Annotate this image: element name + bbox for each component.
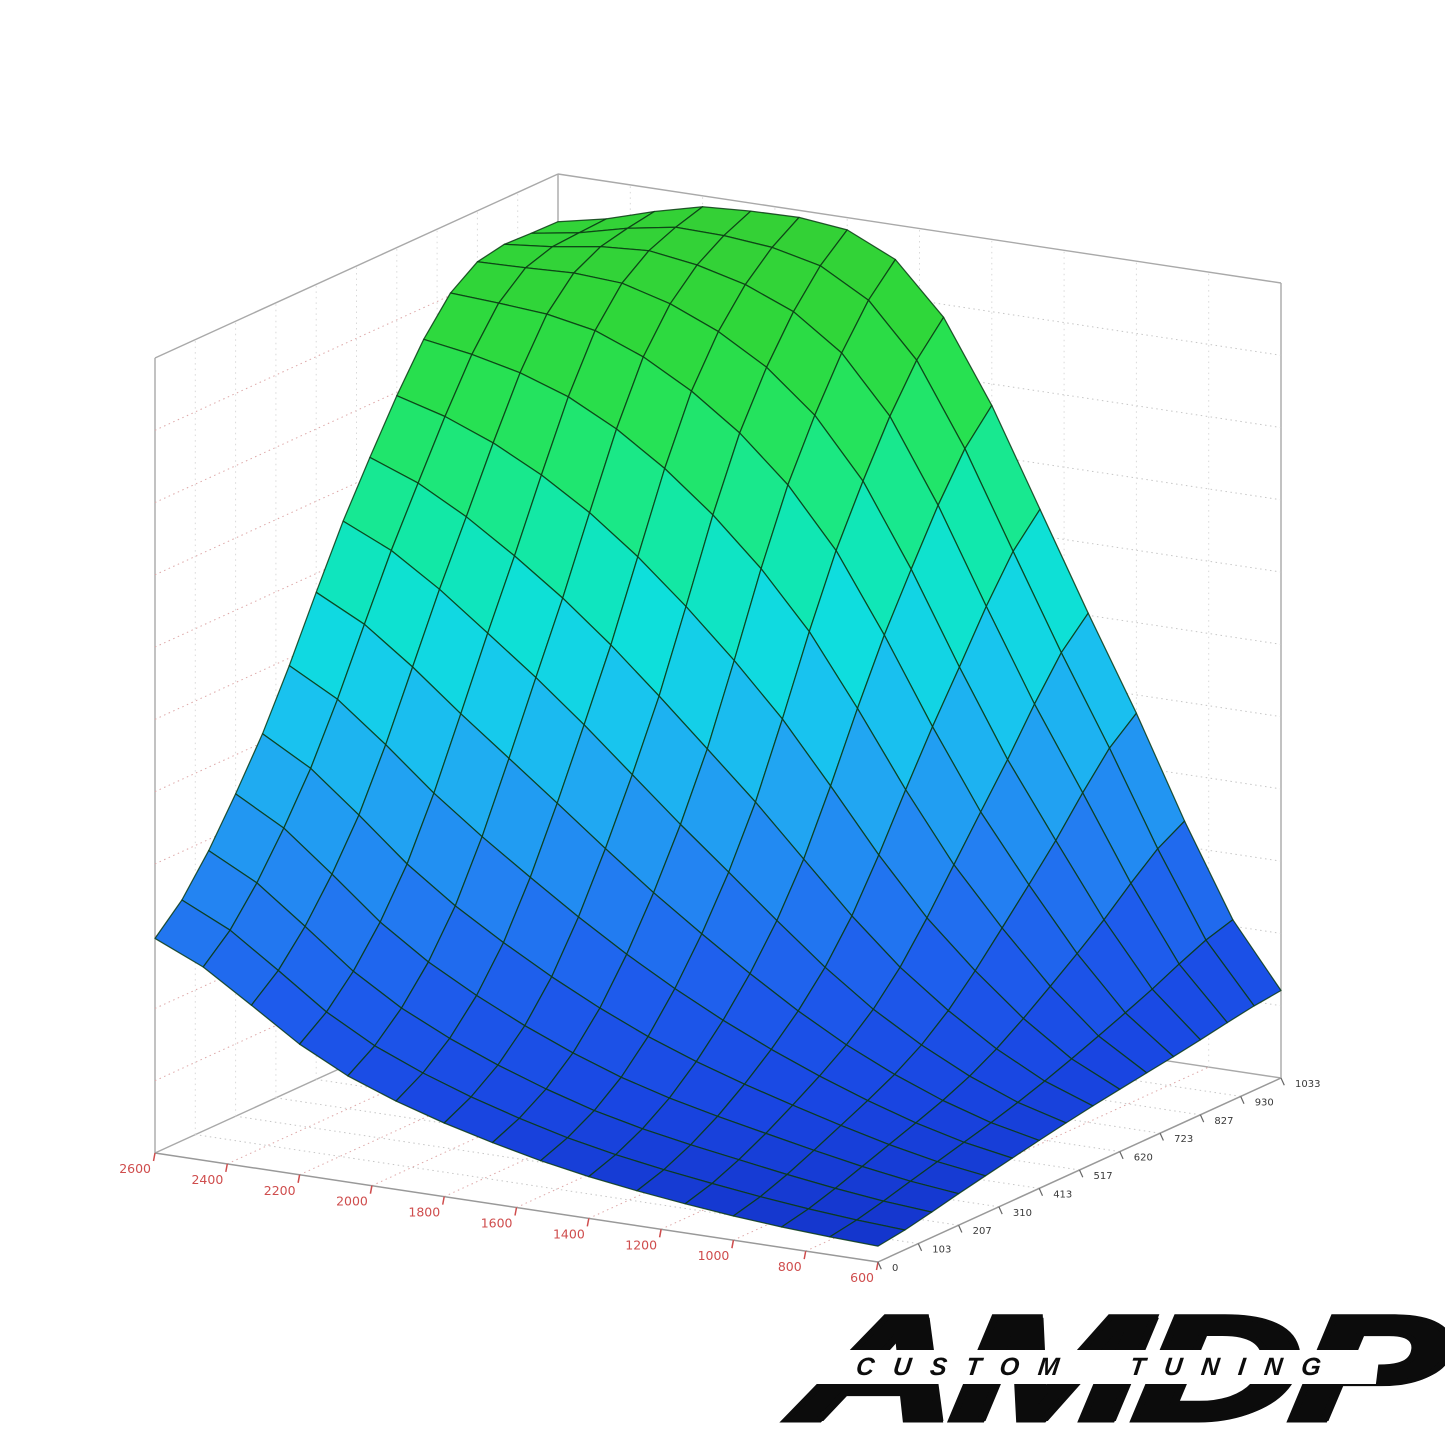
x-tick-label: 1800 (408, 1205, 440, 1220)
surface-mesh (154, 206, 1282, 1247)
y-tick-label: 0 (892, 1263, 898, 1274)
amdp-logo: AMDP CUSTOM TUNING (784, 1281, 1445, 1445)
logo-tagline-text: CUSTOM TUNING (854, 1352, 1342, 1381)
x-tick-label: 2600 (119, 1161, 151, 1176)
x-tick-labels: 2600 2400 2200 2000 1800 1600 1400 1200 1000 800 6… (119, 1152, 879, 1285)
y-tick-label: 1033 (1295, 1079, 1320, 1090)
x-tick-label: 2200 (264, 1183, 296, 1198)
x-tick-label: 1400 (553, 1226, 585, 1241)
y-tick-label: 930 (1255, 1097, 1274, 1108)
y-tick-label: 310 (1013, 1208, 1032, 1219)
x-tick-label: 1600 (481, 1216, 513, 1231)
y-tick-label: 207 (973, 1226, 992, 1237)
y-tick-label: 103 (932, 1245, 951, 1256)
x-tick-label: 600 (850, 1270, 874, 1285)
y-tick-label: 827 (1214, 1116, 1233, 1127)
x-tick-label: 2400 (191, 1172, 223, 1187)
y-tick-label: 620 (1134, 1153, 1153, 1164)
logo-tagline-band: CUSTOM TUNING (815, 1350, 1381, 1384)
y-tick-label: 517 (1094, 1171, 1113, 1182)
x-tick-label: 1000 (698, 1248, 730, 1263)
y-tick-label: 413 (1053, 1189, 1072, 1200)
x-tick-label: 800 (778, 1259, 802, 1274)
y-tick-label: 723 (1174, 1134, 1193, 1145)
y-tick-labels: 0 103 207 310 413 517 620 723 827 930 1033 (877, 1077, 1320, 1274)
x-tick-label: 1200 (625, 1237, 657, 1252)
x-tick-label: 2000 (336, 1194, 368, 1209)
